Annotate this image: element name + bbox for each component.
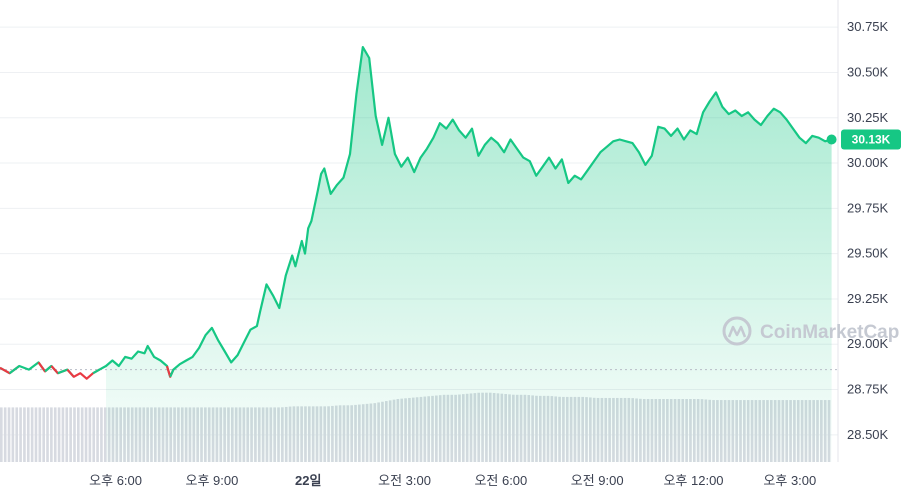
x-tick-label: 오후 9:00 (185, 473, 238, 488)
x-tick-label: 오후 3:00 (763, 473, 816, 488)
volume-bar (61, 407, 65, 462)
volume-bar (38, 407, 42, 462)
volume-bar (65, 407, 69, 462)
volume-bar (23, 407, 26, 462)
volume-bar (100, 407, 103, 462)
volume-bar (34, 407, 38, 462)
volume-bar (26, 407, 30, 462)
price-line-up (92, 344, 172, 378)
volume-bar (103, 407, 107, 462)
volume-bar (3, 407, 7, 462)
volume-bar (11, 407, 15, 462)
y-tick-label: 29.75K (847, 200, 889, 215)
volume-bar (57, 407, 61, 462)
volume-bar (46, 407, 49, 462)
volume-bar (80, 407, 84, 462)
volume-bar (30, 407, 34, 462)
y-tick-label: 29.25K (847, 291, 889, 306)
y-tick-label: 28.50K (847, 427, 889, 442)
price-line (0, 46, 832, 380)
coinmarketcap-watermark: CoinMarketCap (722, 316, 899, 346)
y-tick-label: 30.00K (847, 155, 889, 170)
volume-bar (73, 407, 76, 462)
y-tick-label: 30.50K (847, 64, 889, 79)
current-price-badge (841, 129, 901, 150)
watermark-text: CoinMarketCap (760, 322, 899, 343)
current-price-label: 30.13K (852, 133, 891, 147)
y-tick-label: 28.75K (847, 382, 889, 397)
volume-bar (19, 407, 22, 462)
volume-bar (53, 407, 57, 462)
volume-bar (88, 407, 92, 462)
y-tick-label: 29.00K (847, 336, 889, 351)
price-line-down (66, 368, 101, 380)
x-tick-label: 22일 (295, 473, 321, 488)
volume-bar (69, 407, 72, 462)
current-price-dot (826, 134, 837, 145)
x-tick-label: 오전 9:00 (571, 473, 624, 488)
y-tick-label: 30.75K (847, 19, 889, 34)
price-area (106, 47, 832, 462)
price-area-fill (106, 47, 832, 462)
y-tick-label: 29.50K (847, 246, 889, 261)
current-price-marker: 30.13K (826, 129, 901, 150)
volume-bar (50, 407, 53, 462)
volume-bar (0, 407, 3, 462)
x-tick-label: 오후 6:00 (89, 473, 142, 488)
x-tick-label: 오전 6:00 (474, 473, 527, 488)
price-line-up (169, 46, 832, 378)
volume-bar (77, 407, 80, 462)
volume-bar (84, 407, 88, 462)
y-tick-label: 30.25K (847, 110, 889, 125)
volume-bar (96, 407, 99, 462)
x-tick-label: 오후 12:00 (663, 473, 723, 488)
volume-bar (15, 407, 19, 462)
volume-bar (92, 407, 96, 462)
x-tick-label: 오전 3:00 (378, 473, 431, 488)
coinmarketcap-logo-icon (722, 316, 752, 346)
x-axis: 오후 6:00 오후 9:00 22일 오전 3:00 오전 6:00 오전 9:00 오후… (89, 473, 816, 488)
volume-bar (7, 407, 11, 462)
volume-bar (42, 407, 45, 462)
y-axis: 30.75K 30.50K 30.25K 30.00K 29.75K 29.50K 29.2… (847, 19, 889, 442)
